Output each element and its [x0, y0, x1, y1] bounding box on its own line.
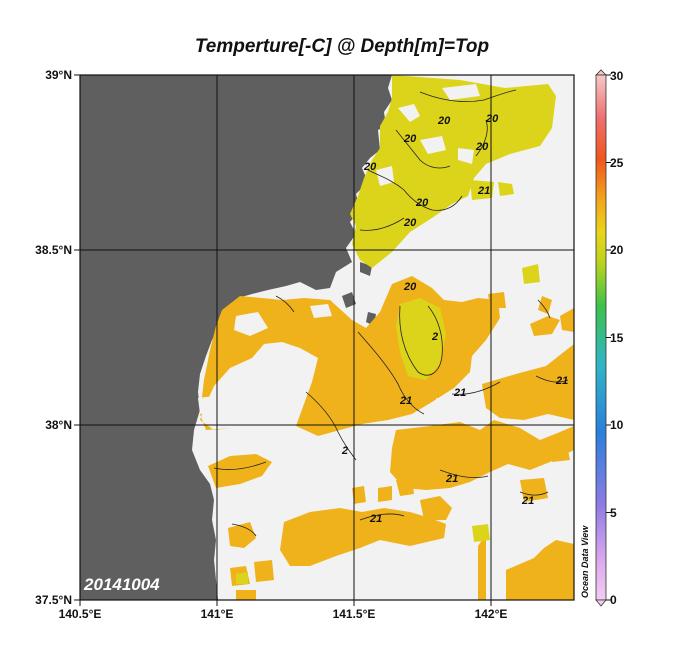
land	[80, 75, 392, 600]
temp-region-21-east	[482, 344, 574, 420]
map-frame	[79, 74, 575, 601]
contour-label: 21	[369, 513, 382, 525]
contour-label: 21	[521, 495, 534, 507]
y-tick-label: 37.5°N	[35, 593, 72, 607]
colorbar-tick-label: 30	[610, 69, 624, 83]
grid-lines	[80, 75, 574, 600]
contour-label: 20	[475, 141, 489, 153]
contour-label: 20	[403, 133, 417, 145]
y-tick-label: 38°N	[45, 418, 72, 432]
contour-label: 21	[445, 473, 458, 485]
y-tick-label: 39°N	[45, 68, 72, 82]
y-tick-label: 38.5°N	[35, 243, 72, 257]
colorbar-tick-label: 5	[610, 506, 617, 520]
tick-marks	[74, 74, 492, 606]
x-tick-label: 140.5°E	[59, 607, 102, 621]
x-tick-label: 141°E	[201, 607, 234, 621]
contour-label: 20	[415, 197, 429, 209]
map-title: Temperture[-C] @ Depth[m]=Top	[194, 36, 490, 57]
contour-label: 20	[363, 161, 377, 173]
colorbar: 30 25 20 15 10 5 0	[595, 69, 624, 607]
date-stamp: 20141004	[83, 575, 160, 594]
contour-label: 21	[453, 387, 466, 399]
x-tick-label: 142°E	[475, 607, 508, 621]
contour-label: 2	[431, 331, 438, 343]
contour-label-group: 20 20 20 20 20 20 21 20 20 21 21 2 21 21…	[341, 113, 568, 525]
colorbar-tick-label: 20	[610, 243, 624, 257]
temp-region-20-center	[396, 298, 446, 380]
contour-label: 20	[403, 281, 417, 293]
temp-region-21-south	[208, 454, 272, 488]
colorbar-tick-label: 25	[610, 156, 624, 170]
contour-label: 20	[485, 113, 499, 125]
contour-label: 2	[341, 445, 348, 457]
contour-label: 20	[437, 115, 451, 127]
colorbar-tick-label: 15	[610, 331, 624, 345]
contour-label: 21	[555, 375, 568, 387]
colorbar-tick-label: 10	[610, 418, 624, 432]
contour-label: 21	[477, 185, 490, 197]
contour-label: 21	[399, 395, 412, 407]
colorbar-tick-label: 0	[610, 593, 617, 607]
contour-lines	[213, 89, 569, 537]
contour-label: 20	[403, 217, 417, 229]
x-tick-label: 141.5°E	[333, 607, 376, 621]
map-area	[80, 75, 574, 600]
ocean-data-view-watermark: Ocean Data View	[580, 525, 590, 598]
